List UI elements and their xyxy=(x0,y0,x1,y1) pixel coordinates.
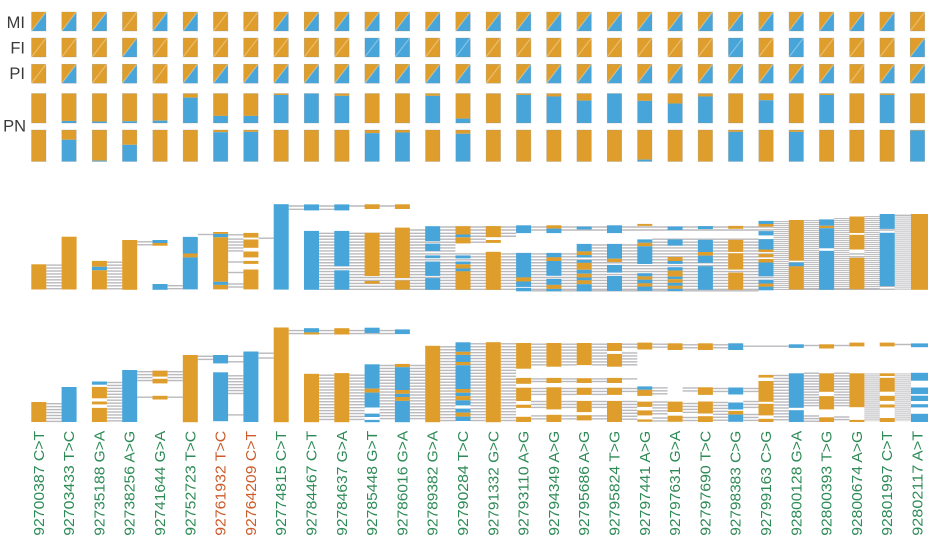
svg-text:92797690 T>C: 92797690 T>C xyxy=(697,431,714,536)
svg-text:92738256 A>G: 92738256 A>G xyxy=(122,431,139,536)
svg-text:92790284 T>C: 92790284 T>C xyxy=(455,431,472,536)
svg-text:PI: PI xyxy=(9,65,25,83)
svg-text:92800128 G>A: 92800128 G>A xyxy=(788,431,805,536)
svg-text:92761932 T>C: 92761932 T>C xyxy=(213,431,230,536)
svg-text:92752723 T>C: 92752723 T>C xyxy=(182,431,199,536)
svg-text:92700387 C>T: 92700387 C>T xyxy=(31,431,48,536)
svg-text:92801997 C>T: 92801997 C>T xyxy=(879,431,896,536)
svg-text:92800393 T>G: 92800393 T>G xyxy=(819,431,836,536)
svg-text:92735188 G>A: 92735188 G>A xyxy=(91,431,108,536)
svg-text:92784467 C>T: 92784467 C>T xyxy=(304,431,321,536)
svg-text:92795824 T>G: 92795824 T>G xyxy=(607,431,624,536)
svg-text:FI: FI xyxy=(10,40,25,58)
svg-text:92800674 A>G: 92800674 A>G xyxy=(849,431,866,536)
svg-text:92764209 C>T: 92764209 C>T xyxy=(243,431,260,536)
svg-text:92799163 C>G: 92799163 C>G xyxy=(758,431,775,536)
svg-text:92741644 G>A: 92741644 G>A xyxy=(152,431,169,536)
svg-text:92795686 A>G: 92795686 A>G xyxy=(576,431,593,536)
svg-text:92789382 G>A: 92789382 G>A xyxy=(425,431,442,536)
svg-text:92802117 A>T: 92802117 A>T xyxy=(910,431,927,536)
svg-text:92797631 G>A: 92797631 G>A xyxy=(667,431,684,536)
svg-text:92797441 A>G: 92797441 A>G xyxy=(637,431,654,536)
svg-text:MI: MI xyxy=(7,14,25,32)
svg-text:PN: PN xyxy=(3,118,26,136)
svg-text:92703433 T>C: 92703433 T>C xyxy=(61,431,78,536)
svg-text:92793110 A>G: 92793110 A>G xyxy=(516,431,533,536)
svg-text:92786016 G>A: 92786016 G>A xyxy=(394,431,411,536)
svg-text:92784637 G>A: 92784637 G>A xyxy=(334,431,351,536)
svg-text:92798383 C>G: 92798383 C>G xyxy=(728,431,745,536)
svg-text:92791332 G>C: 92791332 G>C xyxy=(485,431,502,536)
svg-text:92785448 G>T: 92785448 G>T xyxy=(364,431,381,536)
svg-text:92774815 C>T: 92774815 C>T xyxy=(273,431,290,536)
svg-text:92794349 A>G: 92794349 A>G xyxy=(546,431,563,536)
